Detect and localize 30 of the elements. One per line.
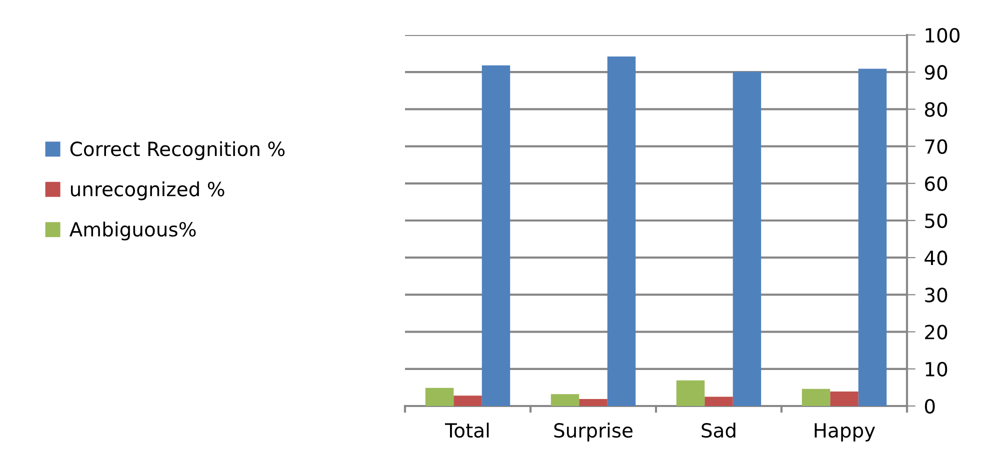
legend-label: Correct Recognition % xyxy=(70,141,285,160)
x-tick-label: Total xyxy=(444,422,489,438)
bar xyxy=(425,388,454,406)
y-tick-label: 0 xyxy=(924,398,935,414)
x-tick-label: Sad xyxy=(702,422,736,438)
bar xyxy=(454,396,482,406)
x-tick-label: Happy xyxy=(814,423,876,442)
y-tick-label: 20 xyxy=(925,324,948,340)
bar xyxy=(676,380,705,406)
y-tick-label: 10 xyxy=(926,362,948,377)
legend-label: unrecognized % xyxy=(70,181,224,200)
bar xyxy=(482,65,510,406)
y-tick-label: 90 xyxy=(924,65,948,80)
legend-label: Ambiguous% xyxy=(69,222,196,240)
bar xyxy=(732,72,762,406)
x-tick-label: Surprise xyxy=(554,422,632,442)
y-tick-label: 70 xyxy=(925,139,948,154)
bar xyxy=(579,398,608,406)
y-tick-label: 50 xyxy=(925,213,948,228)
y-tick-label: 100 xyxy=(926,28,960,43)
bar xyxy=(830,392,858,406)
y-tick-label: 30 xyxy=(925,288,948,302)
bar xyxy=(550,394,580,406)
y-tick-label: 80 xyxy=(924,102,948,117)
bar xyxy=(858,68,887,406)
bar xyxy=(802,388,830,406)
y-tick-label: 40 xyxy=(924,250,948,266)
y-tick-label: 60 xyxy=(925,176,948,192)
bar xyxy=(607,56,636,406)
bar xyxy=(704,396,733,406)
